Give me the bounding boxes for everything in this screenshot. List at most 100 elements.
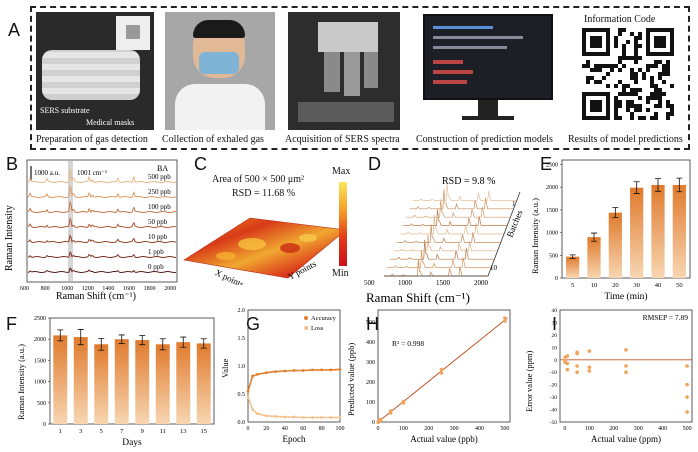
panel-b-peak-highlight — [68, 161, 73, 281]
panel-g-point-0-7 — [301, 369, 305, 372]
panel-i-ytick-2: 20 — [552, 333, 558, 339]
panel-b-ylabel: Raman Intensity — [4, 205, 15, 271]
panel-g-point-0-8 — [311, 368, 314, 372]
panel-f-ytick-5: 2500 — [34, 316, 46, 322]
panel-f-errorbar-4 — [139, 334, 146, 346]
caption-results: Results of model predictions — [568, 134, 683, 145]
panel-g-point-1-8 — [311, 416, 314, 419]
panel-e-errorbar-5 — [676, 177, 683, 193]
panel-i-point-19 — [685, 410, 689, 414]
panel-c-label: C — [194, 154, 207, 174]
panel-d-batch-axis — [487, 191, 521, 277]
panel-b-spectrum-1 — [27, 184, 177, 199]
panel-e-errorbar-0 — [569, 254, 576, 259]
panel-h-ytick-1: 100 — [366, 400, 375, 406]
panel-f-xtick-7: 15 — [201, 428, 208, 435]
panel-i-point-8 — [575, 370, 579, 375]
panel-h-chart: R² = 0.998 0 100 200 300 400 500 0 100 200 300 400 5… — [346, 309, 511, 444]
panel-g-point-1-7 — [301, 416, 305, 419]
panel-c-title: Area of 500 × 500 μm² — [212, 174, 305, 185]
panel-e-ytick-3: 1500 — [546, 208, 558, 214]
panel-g-plot-frame — [247, 309, 341, 423]
panel-d-batch-spectrum-1 — [387, 249, 492, 268]
panel-h-ytick-0: 0 — [372, 420, 375, 426]
panel-d-batch-spectrum-5 — [400, 214, 504, 235]
panel-e-xtick-5: 50 — [676, 282, 683, 289]
panel-f-label: F — [6, 314, 17, 334]
panel-i-point-12 — [587, 369, 592, 373]
panel-i-point-5 — [565, 367, 570, 372]
panel-i-plot-frame — [559, 309, 693, 423]
panel-g-label: G — [246, 314, 261, 334]
panel-i-point-15 — [624, 370, 628, 375]
qr-code — [582, 28, 674, 120]
panel-g-ytick-0: 0.0 — [238, 420, 246, 426]
panel-i-xtick-1: 100 — [585, 426, 594, 432]
panel-f-ytick-0: 0 — [43, 422, 46, 428]
panel-f-errorbar-3 — [118, 334, 125, 344]
panel-f-errorbar-2 — [98, 337, 105, 351]
panel-i-ytick-3: 10 — [552, 345, 558, 351]
panel-f-bar-5 — [155, 344, 170, 424]
panel-f-ytick-2: 1000 — [34, 380, 46, 386]
panel-i-ytick-1: 30 — [552, 320, 558, 326]
panel-e-ytick-1: 500 — [549, 253, 558, 259]
panel-g-point-0-11 — [338, 367, 342, 371]
panel-g-point-0-6 — [292, 369, 296, 372]
panel-g-point-0-10 — [329, 368, 333, 372]
panel-b-scale-label: 1000 a.u. — [34, 169, 60, 177]
panel-d-label: D — [368, 154, 381, 174]
panel-b-xtick-2: 1000 — [61, 286, 73, 292]
panel-g-ytick-3: 1.5 — [238, 336, 246, 342]
panel-g-point-0-1 — [251, 374, 254, 378]
panel-d-batch-spectrum-6 — [403, 209, 508, 226]
panel-i-xtick-5: 500 — [683, 426, 692, 432]
monitor-stand — [478, 100, 498, 116]
panel-b-xtick-7: 2000 — [164, 286, 176, 292]
panel-f-errorbar-1 — [77, 329, 84, 346]
panel-g-xtick-5: 100 — [336, 426, 345, 432]
panel-i-point-4 — [565, 361, 570, 366]
panel-i-point-14 — [624, 364, 628, 368]
panel-i-ylabel: Error value (ppm) — [524, 350, 534, 412]
panel-g-point-1-5 — [283, 415, 287, 419]
panel-f-xtick-3: 7 — [120, 428, 124, 435]
panel-e-errorbar-2 — [612, 207, 619, 219]
panel-h-ytick-4: 400 — [366, 340, 375, 346]
panel-b-series-label-0: 500 ppb — [148, 173, 171, 181]
panel-i-xlabel: Actual value (ppm) — [591, 434, 661, 444]
panel-g-point-0-9 — [320, 368, 323, 372]
panel-c-rsd: RSD = 11.68 % — [232, 188, 296, 199]
panel-b-series-label-5: 1 ppb — [148, 248, 164, 256]
panel-b-series-label-4: 10 ppb — [148, 233, 168, 241]
panel-e-bar-0 — [566, 256, 580, 278]
panel-h-r2: R² = 0.998 — [392, 339, 424, 348]
panel-g-xtick-2: 40 — [282, 426, 288, 432]
panel-g-point-1-2 — [255, 412, 259, 415]
panel-i-ytick-6: -20 — [550, 383, 558, 389]
panel-g-point-1-9 — [320, 416, 323, 419]
panel-i-ytick-0: 40 — [552, 308, 558, 314]
panel-f-bar-7 — [196, 343, 211, 424]
panel-b-chart: Raman Intensity 1000 a.u. 1001 cm⁻¹ BA 5… — [4, 159, 178, 302]
panel-f-bar-2 — [94, 344, 109, 424]
panel-i-point-3 — [565, 354, 570, 358]
panel-g-point-0-4 — [274, 370, 277, 373]
info-code-title: Information Code — [584, 14, 656, 25]
panel-h-point-9 — [439, 371, 444, 375]
panel-h-ytick-3: 300 — [366, 360, 375, 366]
mask-photo: SERS substrate Medical masks — [36, 12, 154, 130]
panel-b-spectrum-2 — [27, 200, 177, 214]
panel-g-xtick-3: 60 — [300, 426, 306, 432]
panel-d-batch-tick-1: 1 — [512, 200, 516, 208]
panel-i-xtick-0: 0 — [563, 426, 566, 432]
panel-g-point-1-4 — [274, 415, 277, 418]
panel-g-ytick-4: 2.0 — [238, 308, 246, 314]
panel-h-point-10 — [503, 316, 507, 320]
mask-medical-label: Medical masks — [86, 118, 135, 127]
panel-d-waterfall: RSD = 9.8 % 500 1000 1500 2000 Raman Shi… — [364, 176, 525, 305]
panel-e-bar-3 — [630, 187, 644, 278]
panel-g-xtick-4: 80 — [319, 426, 325, 432]
panel-d-batch-tick-10: 10 — [490, 264, 498, 272]
